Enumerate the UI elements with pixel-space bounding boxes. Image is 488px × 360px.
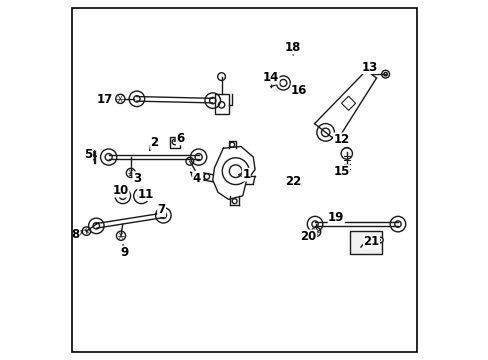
Text: 16: 16 bbox=[290, 84, 307, 96]
Text: 7: 7 bbox=[157, 203, 165, 216]
Text: 15: 15 bbox=[333, 165, 349, 178]
Text: 3: 3 bbox=[133, 172, 141, 185]
Text: 4: 4 bbox=[192, 172, 201, 185]
Circle shape bbox=[364, 237, 369, 243]
Text: 6: 6 bbox=[176, 132, 184, 145]
Text: 1: 1 bbox=[242, 168, 250, 181]
Bar bbox=[169, 136, 180, 148]
Circle shape bbox=[377, 237, 383, 243]
Circle shape bbox=[342, 148, 350, 156]
Circle shape bbox=[217, 73, 225, 81]
Text: 18: 18 bbox=[285, 41, 301, 54]
Text: 8: 8 bbox=[72, 228, 80, 241]
Circle shape bbox=[185, 157, 193, 165]
Text: 13: 13 bbox=[361, 60, 377, 73]
Text: 10: 10 bbox=[113, 184, 129, 197]
Text: 22: 22 bbox=[285, 175, 301, 188]
Bar bbox=[214, 94, 228, 114]
Circle shape bbox=[116, 231, 125, 240]
Text: 2: 2 bbox=[150, 136, 158, 149]
Text: 11: 11 bbox=[137, 188, 154, 201]
Text: 9: 9 bbox=[120, 246, 128, 259]
Text: 12: 12 bbox=[333, 133, 349, 146]
Text: 17: 17 bbox=[97, 93, 113, 106]
Text: 21: 21 bbox=[363, 235, 379, 248]
Circle shape bbox=[341, 148, 352, 159]
Circle shape bbox=[311, 227, 320, 237]
Text: 14: 14 bbox=[262, 71, 279, 84]
Circle shape bbox=[126, 168, 135, 177]
Text: 19: 19 bbox=[327, 211, 344, 224]
Text: 5: 5 bbox=[84, 148, 93, 161]
Text: 20: 20 bbox=[300, 230, 316, 243]
Bar bbox=[349, 231, 381, 254]
